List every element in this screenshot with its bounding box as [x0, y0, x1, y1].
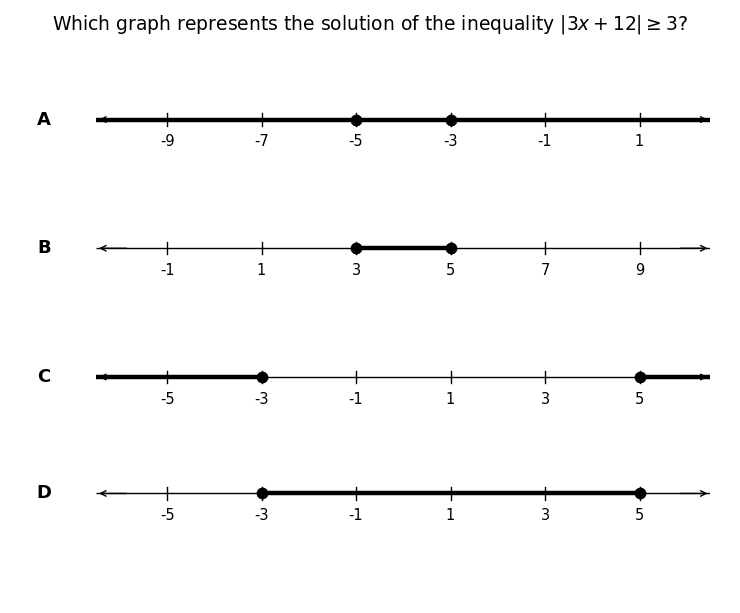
Text: -5: -5	[160, 392, 175, 406]
Text: -1: -1	[538, 134, 552, 149]
Point	[445, 243, 457, 253]
Text: 5: 5	[635, 392, 644, 406]
Text: 3: 3	[352, 263, 360, 278]
Text: 1: 1	[446, 392, 455, 406]
Text: B: B	[37, 239, 51, 257]
Text: -1: -1	[160, 263, 175, 278]
Text: -3: -3	[255, 392, 269, 406]
Point	[255, 372, 267, 382]
Point	[633, 372, 645, 382]
Text: 1: 1	[635, 134, 644, 149]
Text: -5: -5	[160, 508, 175, 523]
Text: -9: -9	[160, 134, 175, 149]
Text: 3: 3	[540, 392, 550, 406]
Text: 1: 1	[257, 263, 266, 278]
Text: 3: 3	[540, 508, 550, 523]
Point	[445, 115, 457, 124]
Point	[350, 243, 362, 253]
Text: 5: 5	[446, 263, 455, 278]
Text: -5: -5	[349, 134, 363, 149]
Text: -3: -3	[255, 508, 269, 523]
Point	[633, 489, 645, 498]
Text: Which graph represents the solution of the inequality $|3x + 12| \geq 3$?: Which graph represents the solution of t…	[52, 13, 688, 36]
Text: 1: 1	[446, 508, 455, 523]
Text: C: C	[37, 368, 50, 386]
Text: -3: -3	[443, 134, 458, 149]
Text: 5: 5	[635, 508, 644, 523]
Text: -7: -7	[254, 134, 269, 149]
Text: -1: -1	[349, 508, 363, 523]
Text: A: A	[37, 110, 51, 129]
Text: 9: 9	[635, 263, 644, 278]
Text: D: D	[36, 484, 52, 503]
Text: 7: 7	[540, 263, 550, 278]
Point	[255, 489, 267, 498]
Text: -1: -1	[349, 392, 363, 406]
Point	[350, 115, 362, 124]
